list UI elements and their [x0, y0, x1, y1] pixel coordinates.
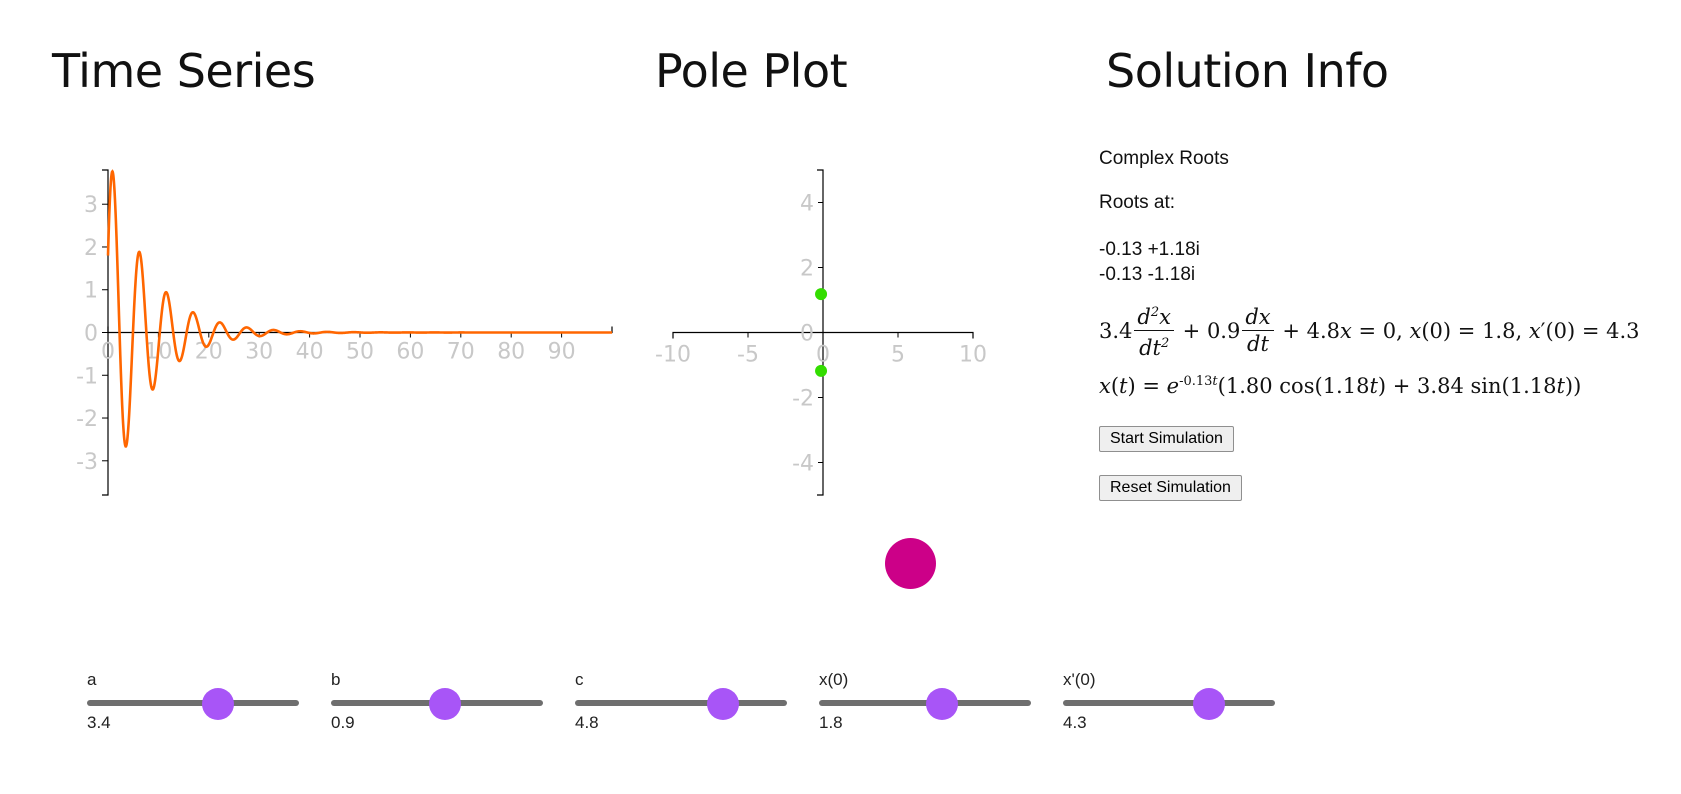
mass-ball — [885, 538, 936, 589]
y-tick-label: -3 — [76, 450, 98, 475]
x-tick-label: -5 — [737, 343, 759, 368]
slider-track[interactable] — [819, 700, 1031, 706]
first-derivative: dx dt — [1242, 304, 1274, 357]
roots-type: Complex Roots — [1099, 148, 1229, 169]
x-tick-label: 30 — [245, 340, 273, 365]
initial-x: 1.8 — [1482, 318, 1516, 343]
x-tick-label: 50 — [346, 340, 374, 365]
slider-label: b — [331, 670, 341, 689]
slider-c[interactable]: c 4.8 — [575, 668, 787, 736]
slider-value: 4.8 — [575, 713, 599, 732]
start-simulation-button[interactable]: Start Simulation — [1099, 426, 1234, 452]
roots-label: Roots at: — [1099, 192, 1176, 213]
y-tick-label: 2 — [84, 236, 98, 261]
slider-a[interactable]: a 3.4 — [87, 668, 299, 736]
slider-label: x(0) — [819, 670, 849, 689]
coef-c: 4.8 — [1306, 318, 1340, 343]
y-tick-label: 1 — [84, 279, 98, 304]
y-tick-label: 0 — [84, 322, 98, 347]
second-derivative: d2x dt2 — [1134, 300, 1174, 361]
coef-a: 3.4 — [1099, 318, 1133, 343]
root-value: -0.13 -1.18i — [1099, 264, 1196, 285]
slider-handle[interactable] — [707, 688, 740, 720]
slider-label: c — [575, 670, 584, 689]
slider-label: a — [87, 670, 97, 689]
x-tick-label: 0 — [101, 340, 115, 365]
roots-list: -0.13 +1.18i -0.13 -1.18i — [1099, 237, 1200, 287]
root-value: -0.13 +1.18i — [1099, 239, 1200, 260]
slider-track[interactable] — [1063, 700, 1275, 706]
decay-rate: -0.13 — [1179, 374, 1213, 389]
y-tick-label: -2 — [76, 407, 98, 432]
pole-plot-title: Pole Plot — [655, 44, 848, 98]
initial-dx: 4.3 — [1606, 318, 1640, 343]
y-tick-label: 4 — [800, 192, 814, 217]
slider-dx0[interactable]: x'(0) 4.3 — [1063, 668, 1275, 736]
slider-x0[interactable]: x(0) 1.8 — [819, 668, 1031, 736]
slider-track[interactable] — [87, 700, 299, 706]
omega-cos: 1.18 — [1322, 374, 1370, 398]
slider-handle[interactable] — [429, 688, 462, 720]
coef-b: 0.9 — [1206, 318, 1241, 343]
slider-handle[interactable] — [202, 688, 235, 720]
slider-value: 4.3 — [1063, 713, 1087, 732]
slider-label: x'(0) — [1063, 670, 1096, 689]
slider-b[interactable]: b 0.9 — [331, 668, 543, 736]
x-tick-label: -10 — [655, 343, 691, 368]
slider-track[interactable] — [575, 700, 787, 706]
slider-handle[interactable] — [925, 688, 958, 720]
solution-formula: x(t) = e-0.13t(1.80 cos(1.18t) + 3.84 si… — [1099, 374, 1582, 398]
x-tick-label: 70 — [447, 340, 475, 365]
omega-sin: 1.18 — [1509, 374, 1557, 398]
x-tick-label: 5 — [891, 343, 905, 368]
series-line — [106, 169, 612, 448]
y-tick-label: 3 — [84, 193, 98, 218]
slider-value: 3.4 — [87, 713, 111, 732]
x-tick-label: 90 — [548, 340, 576, 365]
slider-handle[interactable] — [1193, 688, 1226, 720]
x-tick-label: 40 — [296, 340, 324, 365]
y-tick-label: -4 — [792, 452, 814, 477]
pole-point — [815, 288, 828, 301]
y-tick-label: -1 — [76, 364, 98, 389]
slider-value: 1.8 — [819, 713, 843, 732]
solution-info-title: Solution Info — [1106, 44, 1389, 98]
y-tick-label: -2 — [792, 387, 814, 412]
x-tick-label: 60 — [396, 340, 424, 365]
pole-point — [815, 364, 828, 377]
sin-coef: 3.84 — [1417, 374, 1464, 398]
slider-value: 0.9 — [331, 713, 355, 732]
y-tick-label: 0 — [800, 322, 814, 347]
differential-equation: 3.4 d2x dt2 + 0.9 dx dt + 4.8 x = 0, x (0) … — [1099, 300, 1640, 361]
x-tick-label: 80 — [497, 340, 525, 365]
reset-simulation-button[interactable]: Reset Simulation — [1099, 475, 1242, 501]
cos-coef: 1.80 — [1225, 374, 1273, 398]
x-tick-label: 10 — [959, 343, 987, 368]
y-tick-label: 2 — [800, 257, 814, 282]
time-series-title: Time Series — [52, 44, 316, 98]
x-tick-label: 0 — [816, 343, 830, 368]
